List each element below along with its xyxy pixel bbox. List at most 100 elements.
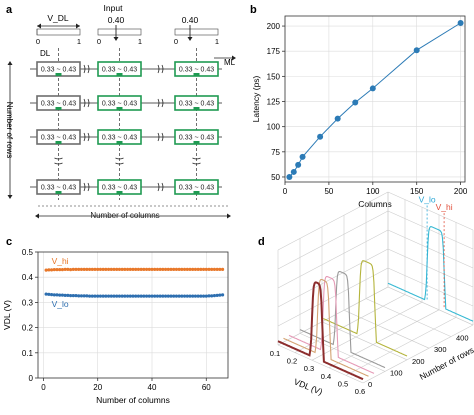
cell-label: 0.33 ~ 0.43 (102, 67, 137, 74)
cell-marker (116, 73, 123, 76)
series-point-V_hi (71, 267, 75, 271)
series-point-V_hi (87, 267, 92, 271)
panel-b-label: b (250, 4, 257, 16)
latency-point (413, 47, 420, 54)
series-point-V_lo (106, 294, 111, 298)
series-point-V_hi (220, 267, 225, 271)
series-point-V_lo (131, 294, 135, 298)
cell-marker (193, 191, 200, 194)
series-point-V_hi (196, 267, 200, 271)
cell-grid: 0.33 ~ 0.43 0.33 ~ 0.43 0.33 ~ 0.43 0.33 ~ … (30, 48, 222, 200)
x-tick-label: 0.4 (321, 372, 331, 381)
vdl-chart: 0 20 40 60 0 0.1 0.2 0.3 0.4 0.5 Number of columns… (2, 248, 229, 405)
series-point-V_lo (177, 294, 181, 298)
x-axis-label: Number of columns (96, 395, 170, 405)
y-tick-label: 0 (368, 380, 372, 389)
series-label-V_hi: V_hi (52, 256, 69, 266)
x-tick-label: 0.1 (270, 349, 280, 358)
waterfall-curve (277, 281, 364, 381)
cell-label: 0.33 ~ 0.43 (102, 185, 137, 192)
x-tick-label: 40 (148, 383, 157, 392)
break-mark (157, 64, 164, 74)
plot-frame (37, 251, 229, 379)
series-point-V_hi (68, 268, 73, 272)
series-point-V_lo (139, 294, 143, 298)
series-point-V_lo (163, 294, 168, 298)
series-point-V_lo (98, 294, 103, 298)
y-tick-label: 0 (29, 374, 34, 383)
waterfall-chart: V_loV_hi0.10.20.30.40.50.601002003004005… (270, 191, 474, 397)
wall-grid (277, 210, 389, 270)
series-point-V_hi (60, 268, 65, 272)
series-point-V_hi (128, 267, 132, 271)
cell-marker (116, 141, 123, 144)
cell-label: 0.33 ~ 0.43 (102, 101, 137, 108)
x-tick-label: 150 (410, 187, 424, 196)
break-mark (157, 182, 164, 192)
cell-label: 0.33 ~ 0.43 (41, 67, 76, 74)
cell-marker (116, 191, 123, 194)
vhi-label: V_hi (436, 202, 453, 212)
dl-label: DL (40, 49, 51, 58)
series-point-V_hi (142, 267, 146, 271)
series-point-V_lo (182, 294, 187, 298)
series-point-V_lo (128, 294, 132, 298)
series-point-V_lo (120, 294, 124, 298)
series-point-V_lo (210, 294, 214, 298)
waterfall-curve (288, 276, 375, 374)
series-point-V_hi (66, 267, 70, 271)
tick-1-a: 1 (77, 37, 81, 46)
series-point-V_hi (98, 267, 103, 271)
floor-grid (362, 324, 474, 384)
y-tick-label: 125 (267, 98, 281, 107)
series-point-V_hi (150, 267, 154, 271)
series-point-V_hi (90, 267, 94, 271)
x-tick-label: 0 (283, 187, 288, 196)
y-tick-label: 200 (267, 22, 281, 31)
series-point-V_lo (112, 294, 116, 298)
series-point-V_hi (44, 268, 48, 272)
series-point-V_lo (60, 293, 65, 297)
series-point-V_lo (117, 294, 122, 298)
series-point-V_lo (85, 294, 89, 298)
cell-label: 0.33 ~ 0.43 (179, 101, 214, 108)
floor-grid (277, 344, 364, 384)
y-tick-label: 175 (267, 47, 281, 56)
waterfall-curve (283, 278, 369, 377)
y-tick-label: 150 (267, 72, 281, 81)
series-point-V_hi (207, 267, 211, 271)
scale-value-1: 0.40 (108, 15, 125, 25)
floor-grid (299, 333, 386, 372)
cell-label: 0.33 ~ 0.43 (41, 185, 76, 192)
x-axis-label: Columns (358, 199, 392, 209)
x-axis-label: VDL (V) (292, 376, 324, 397)
x-tick-label: 60 (202, 383, 211, 392)
wall-grid (387, 286, 474, 326)
series-point-V_hi (172, 267, 176, 271)
wall-grid (277, 229, 389, 289)
break-mark (83, 98, 90, 108)
panel-b-chart: b 0 50 100 150 2005075100125150175200Columns… (250, 4, 468, 209)
latency-point (352, 99, 359, 106)
series-point-V_hi (169, 267, 173, 271)
series-point-V_hi (182, 267, 187, 271)
series-point-V_lo (125, 294, 130, 298)
series-point-V_lo (58, 293, 62, 297)
series-point-V_lo (150, 294, 154, 298)
latency-point (369, 85, 376, 92)
x-tick-label: 0 (41, 383, 46, 392)
series-point-V_lo (93, 294, 97, 298)
x-tick-label: 20 (93, 383, 102, 392)
series-point-V_hi (115, 267, 119, 271)
cell-marker (55, 107, 62, 110)
x-tick-label: 0.2 (287, 357, 297, 366)
series-point-V_lo (49, 292, 54, 297)
series-point-V_lo (153, 294, 157, 298)
series-point-V_lo (212, 293, 217, 298)
latency-point (299, 153, 306, 160)
series-point-V_lo (169, 294, 173, 298)
cols-label: Number of columns (90, 211, 159, 220)
series-point-V_hi (199, 267, 203, 271)
series-point-V_hi (144, 267, 149, 271)
